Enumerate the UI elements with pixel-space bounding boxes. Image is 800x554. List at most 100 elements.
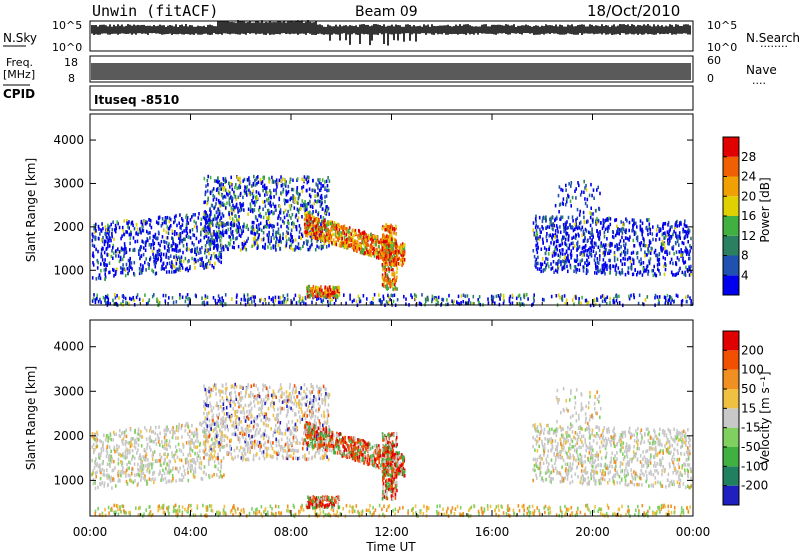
echo-cell — [268, 211, 271, 215]
echo-cell — [109, 270, 111, 274]
echo-cell — [579, 220, 582, 225]
echo-cell — [97, 249, 99, 254]
echo-cell — [604, 299, 606, 303]
echo-cell — [561, 296, 563, 301]
echo-cell — [114, 466, 116, 470]
echo-cell — [304, 200, 306, 204]
echo-cell — [224, 244, 227, 248]
echo-cell — [209, 224, 212, 228]
echo-cell — [609, 266, 612, 271]
echo-cell — [117, 254, 120, 258]
echo-cell — [288, 204, 291, 208]
echo-cell — [204, 296, 207, 301]
echo-cell — [207, 248, 210, 252]
echo-cell — [337, 236, 339, 241]
echo-cell — [142, 228, 144, 233]
echo-cell — [262, 188, 264, 193]
echo-cell — [159, 248, 161, 253]
echo-cell — [303, 222, 306, 227]
echo-cell — [168, 247, 170, 251]
echo-cell — [332, 293, 334, 298]
echo-cell — [92, 263, 95, 267]
echo-cell — [567, 193, 569, 198]
echo-cell — [575, 218, 577, 222]
echo-cell — [133, 273, 136, 277]
echo-cell — [569, 199, 572, 204]
nsky-label: N.Sky — [3, 31, 37, 45]
echo-cell — [557, 259, 559, 264]
echo-cell — [216, 232, 218, 236]
echo-cell — [395, 260, 398, 264]
echo-cell — [328, 179, 331, 183]
echo-cell — [91, 299, 94, 303]
echo-cell — [666, 252, 668, 257]
echo-cell — [139, 247, 141, 251]
echo-cell — [151, 249, 154, 253]
echo-cell — [175, 300, 178, 304]
echo-cell — [532, 302, 534, 306]
echo-cell — [609, 263, 612, 268]
echo-cell — [675, 234, 677, 238]
echo-cell — [293, 222, 295, 226]
echo-cell — [322, 224, 325, 229]
echo-cell — [684, 249, 686, 253]
echo-cell — [336, 235, 338, 239]
echo-cell — [97, 260, 99, 265]
power-color-swatch — [723, 255, 739, 276]
echo-cell — [608, 249, 610, 253]
echo-cell — [266, 186, 268, 190]
echo-cell — [309, 204, 312, 209]
echo-cell — [690, 272, 692, 277]
echo-cell — [635, 231, 637, 235]
echo-cell — [577, 246, 579, 251]
echo-cell — [249, 209, 252, 213]
echo-cell — [219, 204, 221, 208]
echo-cell — [664, 267, 667, 272]
echo-cell — [303, 207, 306, 211]
echo-cell — [163, 452, 165, 457]
echo-cell — [601, 263, 603, 268]
echo-cell — [637, 301, 640, 306]
echo-cell — [678, 243, 680, 247]
echo-cell — [647, 232, 649, 237]
echo-cell — [638, 242, 641, 246]
echo-cell — [167, 231, 170, 235]
echo-cell — [301, 299, 304, 303]
echo-cell — [103, 268, 106, 272]
echo-cell — [331, 240, 333, 245]
echo-cell — [270, 246, 272, 250]
echo-cell — [210, 210, 212, 214]
echo-cell — [118, 478, 120, 482]
echo-cell — [553, 253, 556, 257]
echo-cell — [384, 278, 386, 283]
echo-cell — [115, 226, 117, 230]
echo-cell — [372, 251, 374, 256]
echo-cell — [393, 242, 395, 246]
echo-cell — [139, 263, 142, 267]
echo-cell — [669, 295, 671, 299]
echo-cell — [222, 203, 224, 207]
echo-cell — [108, 232, 110, 236]
echo-cell — [258, 223, 260, 227]
echo-cell — [279, 295, 282, 300]
echo-cell — [205, 248, 208, 252]
echo-cell — [672, 273, 674, 277]
echo-cell — [138, 252, 140, 256]
echo-cell — [178, 221, 180, 225]
echo-cell — [206, 225, 209, 229]
echo-cell — [228, 212, 230, 217]
echo-cell — [194, 258, 197, 262]
echo-cell — [587, 300, 590, 305]
echo-cell — [382, 267, 384, 272]
echo-cell — [358, 247, 361, 251]
echo-cell — [277, 216, 279, 220]
echo-cell — [400, 245, 402, 249]
echo-cell — [146, 229, 148, 234]
echo-cell — [213, 206, 215, 210]
echo-cell — [257, 175, 259, 179]
echo-cell — [129, 296, 131, 301]
echo-cell — [656, 258, 659, 262]
echo-cell — [583, 179, 585, 184]
echo-cell — [144, 248, 147, 252]
echo-cell — [386, 234, 388, 238]
